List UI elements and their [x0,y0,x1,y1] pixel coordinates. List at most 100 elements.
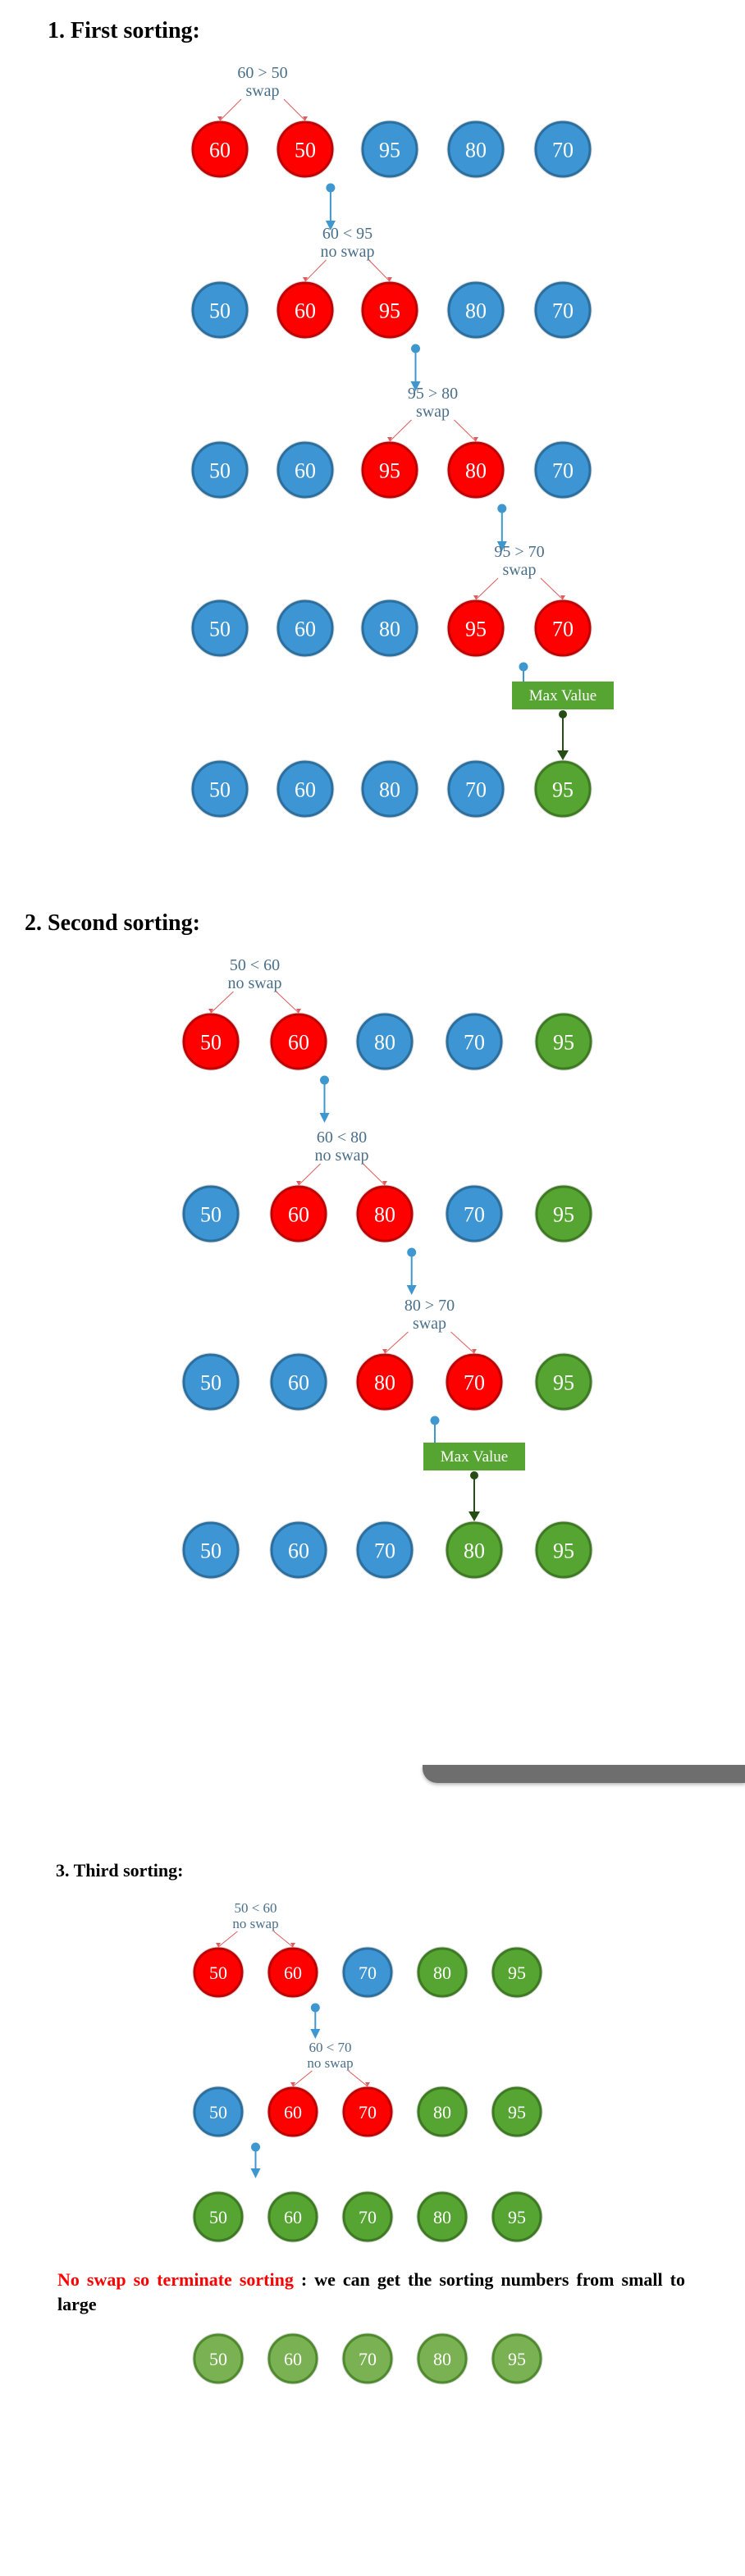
pass1-row2-compare-label: 60 < 95 [322,225,372,243]
pass2-row1-node-2 [270,1013,327,1070]
pass1-row5-node-4-value: 70 [465,777,487,801]
pass1-row3-node-5 [534,441,592,499]
pass1-row4-node-1-value: 50 [209,617,231,641]
pass1-row2-pointer-head-2 [387,277,392,281]
pass3-row2-decision-label: no swap [307,2055,353,2071]
pass1-row4-node-4 [447,600,505,657]
pass1-row2-pointer-1 [304,259,327,282]
pass1-row1-node-4 [447,121,505,178]
pass2-row1-pointer-head-2 [296,1009,301,1013]
pass2-row1-node-2-value: 60 [288,1030,309,1054]
pass1-max-value-arrowhead [557,750,569,760]
pass1-row1-node-1 [191,121,249,178]
pass2-row4-node-2 [270,1521,327,1579]
final-node-5 [491,2333,542,2384]
final-node-2 [267,2333,318,2384]
pass2-row1-node-4 [446,1013,503,1070]
heading-third-sorting: 3. Third sorting: [56,1860,184,1881]
pass2-max-value-box [423,1443,525,1470]
pass2-row2-node-4-value: 70 [464,1202,485,1226]
pass1-step-arrow-2-head [410,381,421,391]
pass3-row2-compare-label: 60 < 70 [309,2040,351,2055]
pass1-step-arrow-1-head [325,221,336,230]
pass3-row2-pointer-1 [292,2070,313,2087]
pass1-row4-node-5 [534,600,592,657]
pass3-row3-node-1 [193,2191,244,2242]
pass3-row3-node-1-value: 50 [209,2207,227,2227]
pass3-row1-node-3 [342,1947,393,1998]
pass1-row2-node-5 [534,281,592,339]
pass3-row2-node-5 [491,2086,542,2137]
heading-first-sorting: 1. First sorting: [48,18,200,43]
pass1-row1-decision-label: swap [245,82,279,100]
pass1-row4-pointer-1 [475,577,499,600]
final-node-4-value: 80 [433,2349,451,2369]
pass2-row1-node-3-value: 80 [374,1030,395,1054]
pass2-row1-compare-label: 50 < 60 [230,956,280,974]
pass2-row1-decision-label: no swap [227,974,281,992]
pass2-row3-node-1 [182,1353,240,1411]
pass2-step-arrow-2-head [406,1285,417,1295]
pass1-row3-node-2 [277,441,334,499]
pass2-row2-pointer-2 [363,1163,386,1186]
pass3-row1-node-4-value: 80 [433,1963,451,1983]
pass3-row3-node-4-value: 80 [433,2207,451,2227]
pass2-row3-node-3-value: 80 [374,1370,395,1394]
pass2-row1-pointer-1 [210,991,234,1014]
pass1-max-value-label: Max Value [529,687,597,704]
pass1-row4-node-3-value: 80 [379,617,400,641]
pass2-row1-pointer-2 [276,991,299,1014]
pass2-row4-node-1-value: 50 [200,1539,222,1562]
pass3-row3-node-2 [267,2191,318,2242]
pass2-row3-node-5-value: 95 [553,1370,574,1394]
final-node-4 [417,2333,468,2384]
termination-note: No swap so terminate sorting : we can ge… [57,2268,685,2317]
pass2-row2-decision-label: no swap [314,1147,368,1165]
pass2-row2-node-5 [535,1185,592,1242]
pass1-row3-node-5-value: 70 [552,458,574,482]
pass1-row5-node-1-value: 50 [209,777,231,801]
pass2-row2-node-4 [446,1185,503,1242]
pass1-row2-pointer-2 [368,259,391,282]
pass3-row1-decision-label: no swap [232,1916,278,1931]
pass3-row1-node-1 [193,1947,244,1998]
pass3-row3-node-5 [491,2191,542,2242]
pass1-row2-node-5-value: 70 [552,299,574,322]
pass1-row5-node-4 [447,760,505,818]
pass2-row3-node-2 [270,1353,327,1411]
pass2-row1-node-1-value: 50 [200,1030,222,1054]
pass2-row3-node-5 [535,1353,592,1411]
pass2-row3-pointer-2 [450,1331,475,1354]
pass2-row4-node-1 [182,1521,240,1579]
pass1-row5-node-2-value: 60 [295,777,316,801]
pass2-row1-node-5 [535,1013,592,1070]
pass3-row1-node-2 [267,1947,318,1998]
pass2-row4-node-2-value: 60 [288,1539,309,1562]
pass3-row1-node-2-value: 60 [284,1963,302,1983]
pass1-row5-node-5-value: 95 [552,777,574,801]
pass3-row2-node-4 [417,2086,468,2137]
pass2-row1-node-4-value: 70 [464,1030,485,1054]
pass2-row4-node-3-value: 70 [374,1539,395,1562]
pass1-row1-compare-label: 60 > 50 [237,64,287,82]
pass1-row2-decision-label: no swap [320,243,374,261]
pass1-row3-node-1-value: 50 [209,458,231,482]
pass1-row2-node-4-value: 80 [465,299,487,322]
pass1-row1-pointer-head-2 [303,116,308,121]
pass2-row4-node-4 [446,1521,503,1579]
pass3-row2-node-2 [267,2086,318,2137]
pass2-row2-node-3 [356,1185,414,1242]
pass3-row1-node-3-value: 70 [359,1963,377,1983]
final-node-3 [342,2333,393,2384]
pass2-max-value-label: Max Value [441,1448,509,1466]
pass1-max-value-box [512,682,614,709]
pass3-row3-node-4 [417,2191,468,2242]
pass3-row2-node-4-value: 80 [433,2102,451,2122]
pass1-row5-node-3 [361,760,418,818]
pass2-row1-node-5-value: 95 [553,1030,574,1054]
pass3-row2-node-1-value: 50 [209,2102,227,2122]
pass1-row4-compare-label: 95 > 70 [494,543,544,561]
pass1-row4-decision-label: swap [502,561,536,579]
final-node-1-value: 50 [209,2349,227,2369]
